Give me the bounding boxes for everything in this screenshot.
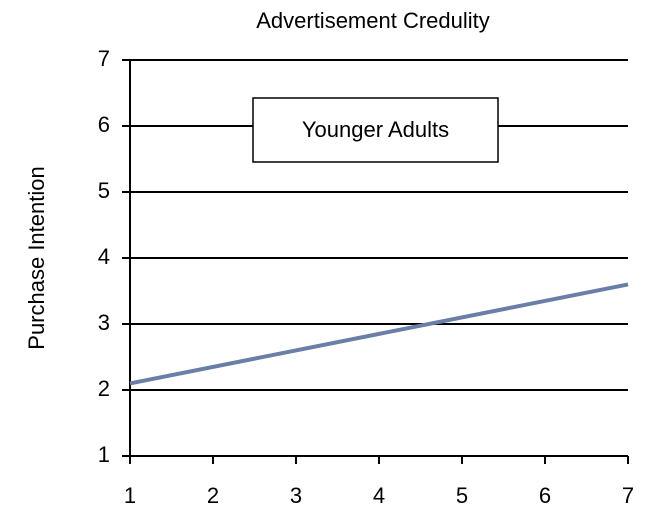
y-tick-label: 6 bbox=[98, 112, 110, 137]
y-tick-label: 5 bbox=[98, 178, 110, 203]
y-tick-label: 2 bbox=[98, 376, 110, 401]
annotation: Younger Adults bbox=[302, 117, 449, 142]
y-tick-label: 3 bbox=[98, 310, 110, 335]
x-tick-label: 1 bbox=[124, 483, 136, 508]
x-tick-label: 6 bbox=[539, 483, 551, 508]
x-tick-label: 3 bbox=[290, 483, 302, 508]
annotation-box bbox=[252, 97, 499, 163]
x-tick-label: 7 bbox=[622, 483, 634, 508]
y-tick-label: 7 bbox=[98, 46, 110, 71]
y-tick-label: 1 bbox=[98, 442, 110, 467]
x-tick-label: 4 bbox=[373, 483, 385, 508]
chart-title: Advertisement Credulity bbox=[256, 8, 490, 33]
x-tick-label: 2 bbox=[207, 483, 219, 508]
x-tick-label: 5 bbox=[456, 483, 468, 508]
series-line bbox=[129, 282, 629, 386]
y-tick-label: 4 bbox=[98, 244, 110, 269]
y-axis-label: Purchase Intention bbox=[24, 166, 49, 349]
